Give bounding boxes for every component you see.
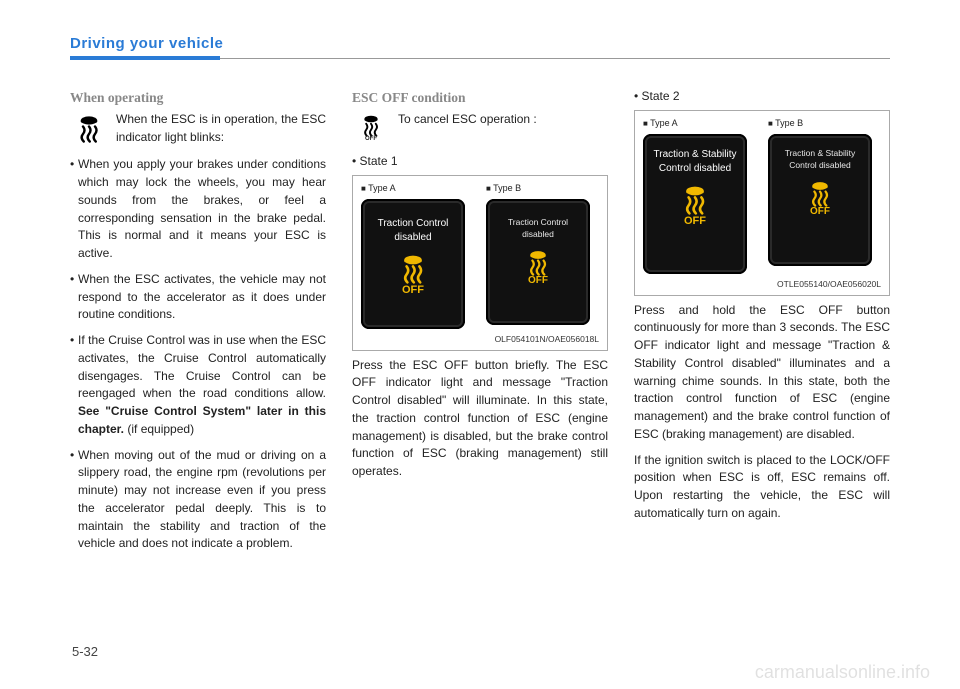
figure-code: OLF054101N/OAE056018L [361, 333, 599, 346]
state-2-label: • State 2 [634, 88, 890, 106]
cluster-display-a: Traction Control disabled OFF [361, 199, 465, 329]
content-columns: When operating When the ESC is in operat… [70, 88, 890, 553]
cluster-display-b: Traction Control disabled OFF [486, 199, 590, 325]
page-number: 5-32 [72, 644, 98, 659]
column-3: • State 2 Type A Traction & Stability Co… [634, 88, 890, 553]
cluster-message: Traction & Stability Control disabled [768, 148, 872, 171]
figure-type-a: Type A Traction Control disabled OFF [361, 182, 474, 329]
rule-line [220, 58, 890, 59]
figure-state-1: Type A Traction Control disabled OFF Typ… [352, 175, 608, 351]
column-2: ESC OFF condition OFF To cancel ESC oper… [352, 88, 608, 553]
type-a-label: Type A [361, 182, 474, 195]
cluster-off-text: OFF [684, 213, 706, 229]
cluster-display-a: Traction & Stability Control disabled OF… [643, 134, 747, 274]
cluster-display-b: Traction & Stability Control disabled OF… [768, 134, 872, 266]
figure-code: OTLE055140/OAE056020L [643, 278, 881, 291]
type-a-label: Type A [643, 117, 756, 130]
icon-text: When the ESC is in operation, the ESC in… [116, 111, 326, 147]
figure-state-2: Type A Traction & Stability Control disa… [634, 110, 890, 296]
figure-type-b: Type B Traction Control disabled OFF [486, 182, 599, 325]
list-item-text: If the Cruise Control was in use when th… [78, 333, 326, 400]
cruise-control-ref: See "Cruise Control System" later in thi… [78, 404, 326, 436]
figure-type-b: Type B Traction & Stability Control disa… [768, 117, 881, 266]
icon-text-row: When the ESC is in operation, the ESC in… [70, 111, 326, 147]
figure-row: Type A Traction Control disabled OFF Typ… [361, 182, 599, 329]
rule-accent [70, 56, 220, 60]
list-item: When you apply your brakes under conditi… [70, 156, 326, 263]
column-1: When operating When the ESC is in operat… [70, 88, 326, 553]
esc-off-warning-icon: OFF [805, 179, 835, 220]
figure-type-a: Type A Traction & Stability Control disa… [643, 117, 756, 274]
cruise-control-tail: (if equipped) [124, 422, 194, 436]
section-title: Driving your vehicle [70, 35, 229, 52]
off-label: OFF [365, 135, 377, 144]
cluster-off-text: OFF [402, 282, 424, 298]
icon-text-row: OFF To cancel ESC operation : [352, 111, 608, 145]
list-item: When moving out of the mud or driving on… [70, 447, 326, 554]
cluster-message: Traction Control disabled [361, 217, 465, 244]
page: Driving your vehicle When operating When… [0, 0, 960, 689]
esc-off-icon: OFF [352, 111, 390, 145]
watermark: carmanualsonline.info [755, 662, 930, 683]
esc-off-warning-icon: OFF [523, 248, 553, 289]
subhead-esc-off: ESC OFF condition [352, 88, 608, 108]
cluster-off-text: OFF [528, 274, 548, 289]
page-header: Driving your vehicle [70, 28, 890, 52]
state-1-body: Press the ESC OFF button briefly. The ES… [352, 357, 608, 481]
state-1-label: • State 1 [352, 153, 608, 171]
type-b-label: Type B [768, 117, 881, 130]
list-item: If the Cruise Control was in use when th… [70, 332, 326, 439]
state-2-body-2: If the ignition switch is placed to the … [634, 452, 890, 523]
state-2-body-1: Press and hold the ESC OFF button contin… [634, 302, 890, 444]
type-b-label: Type B [486, 182, 599, 195]
cluster-message: Traction Control disabled [486, 217, 590, 240]
esc-off-warning-icon: OFF [396, 252, 430, 298]
esc-off-warning-icon: OFF [678, 183, 712, 229]
cluster-off-text: OFF [810, 205, 830, 220]
subhead-when-operating: When operating [70, 88, 326, 108]
header-rule [70, 56, 890, 60]
icon-text: To cancel ESC operation : [398, 111, 608, 145]
list-item: When the ESC activates, the vehicle may … [70, 271, 326, 324]
bullet-list: When you apply your brakes under conditi… [70, 148, 326, 553]
cluster-message: Traction & Stability Control disabled [643, 148, 747, 175]
figure-row: Type A Traction & Stability Control disa… [643, 117, 881, 274]
esc-skid-icon [70, 111, 108, 145]
